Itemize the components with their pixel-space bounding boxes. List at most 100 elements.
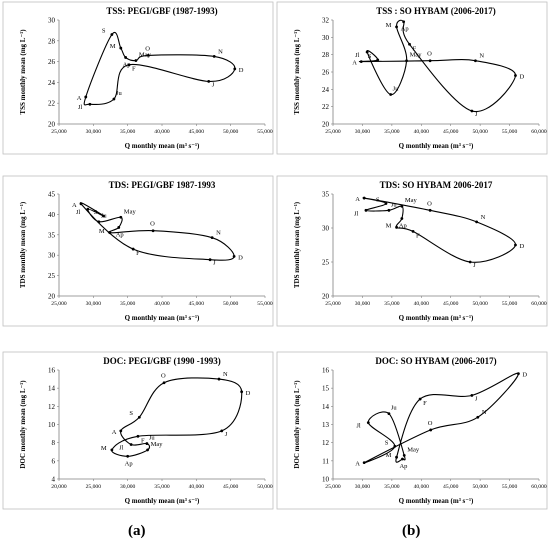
data-point xyxy=(395,25,398,29)
x-tick-label: 55,000 xyxy=(502,484,518,490)
y-tick-label: 12 xyxy=(48,403,56,411)
data-point xyxy=(88,102,92,106)
point-label: S xyxy=(385,439,389,446)
x-tick-label: 50,000 xyxy=(472,129,488,135)
data-point xyxy=(127,63,131,67)
series-loop xyxy=(83,32,236,106)
data-point xyxy=(126,454,130,458)
point-label: M xyxy=(386,22,392,29)
point-label: A xyxy=(112,429,117,436)
point-label: Jl xyxy=(76,209,81,216)
x-axis-label: Q monthly mean (m³ s⁻¹) xyxy=(125,142,200,150)
point-label: May xyxy=(151,441,164,448)
data-point xyxy=(470,109,474,113)
data-point xyxy=(146,448,149,452)
chart-tss-pegi: TSS: PEGI/GBF (1987-1993) 25,000 30,000 35,… xyxy=(2,1,274,155)
x-tick-label: 40,000 xyxy=(154,129,170,135)
point-label: O xyxy=(150,221,155,228)
data-point xyxy=(389,93,393,96)
point-label: F xyxy=(132,66,136,73)
point-label: Ap xyxy=(399,463,407,470)
data-point xyxy=(362,196,366,200)
chart-title: TDS: PEGI/GBF 1987-1993 xyxy=(109,180,216,190)
y-tick-label: 20 xyxy=(48,121,56,129)
data-point xyxy=(400,204,404,208)
data-point xyxy=(428,59,432,63)
data-point xyxy=(240,390,244,394)
data-point xyxy=(79,202,83,206)
data-point xyxy=(137,415,141,419)
chart-frame xyxy=(276,1,548,155)
point-label: J xyxy=(475,111,478,118)
point-label: N xyxy=(216,230,221,237)
data-point xyxy=(220,429,224,433)
y-tick-label: 26 xyxy=(322,69,330,77)
x-tick-label: 55,000 xyxy=(257,301,273,307)
y-tick-label: 15 xyxy=(322,385,330,393)
x-tick-label: 55,000 xyxy=(257,129,273,135)
x-tick-label: 50,000 xyxy=(223,301,239,307)
point-label: Ju xyxy=(116,90,123,97)
data-point xyxy=(97,220,101,224)
y-tick-label: 35 xyxy=(322,191,330,199)
x-tick-label: 30,000 xyxy=(355,484,371,490)
x-tick-label: 25,000 xyxy=(51,129,67,135)
y-tick-label: 22 xyxy=(48,100,56,108)
point-label: D xyxy=(238,254,243,261)
data-point xyxy=(232,255,236,258)
data-point xyxy=(124,56,128,59)
point-label: N xyxy=(223,371,228,378)
x-axis-label: Q monthly mean (m³ s⁻¹) xyxy=(399,142,474,150)
point-label: Ju xyxy=(393,86,400,93)
point-label: Ap xyxy=(125,460,133,467)
data-point xyxy=(476,415,480,419)
point-label: J xyxy=(225,431,228,438)
x-tick-label: 50,000 xyxy=(472,301,488,307)
point-label: May xyxy=(407,446,420,453)
data-point xyxy=(401,457,404,461)
y-axis-label: DOC monthly mean (mg L⁻¹) xyxy=(293,380,301,469)
data-point xyxy=(110,448,114,452)
y-tick-label: 20 xyxy=(48,293,56,301)
data-point xyxy=(359,60,363,63)
data-point xyxy=(112,97,116,101)
data-point xyxy=(145,442,149,445)
y-tick-label: 4 xyxy=(52,476,56,484)
data-point xyxy=(366,421,370,425)
data-point xyxy=(364,208,368,212)
data-point xyxy=(402,453,406,457)
point-label: Jl xyxy=(355,52,360,59)
y-tick-label: 26 xyxy=(48,58,56,66)
x-tick-label: 25,000 xyxy=(86,484,102,490)
point-label: D xyxy=(522,372,527,379)
x-tick-label: 35,000 xyxy=(154,484,170,490)
data-point xyxy=(402,20,406,24)
x-tick-label: 30,000 xyxy=(86,301,102,307)
data-point xyxy=(131,247,135,251)
y-tick-label: 22 xyxy=(322,103,330,111)
y-tick-label: 13 xyxy=(322,421,330,429)
data-point xyxy=(376,58,380,62)
x-tick-label: 50,000 xyxy=(472,484,488,490)
point-label: M xyxy=(386,452,392,459)
chart-frame xyxy=(2,175,274,327)
x-tick-label: 55,000 xyxy=(502,301,518,307)
point-label: O xyxy=(161,373,166,380)
data-point xyxy=(468,260,472,264)
data-point xyxy=(110,33,114,36)
data-point xyxy=(428,208,432,212)
chart-tds-pegi: TDS: PEGI/GBF 1987-1993 25,000 30,000 35,00… xyxy=(2,175,274,327)
data-point xyxy=(134,59,138,62)
point-label: O xyxy=(145,45,150,52)
point-label: A xyxy=(355,461,360,468)
point-label: F xyxy=(413,45,417,52)
x-tick-label: 50,000 xyxy=(223,129,239,135)
x-tick-label: 40,000 xyxy=(189,484,205,490)
x-axis-label: Q monthly mean (m³ s⁻¹) xyxy=(399,314,474,322)
y-tick-label: 30 xyxy=(322,225,330,233)
x-tick-label: 30,000 xyxy=(86,129,102,135)
chart-tds-hybam: TDS: SO HYBAM 2006-2017 25,000 30,000 35,00… xyxy=(276,175,548,327)
x-tick-label: 40,000 xyxy=(414,301,430,307)
